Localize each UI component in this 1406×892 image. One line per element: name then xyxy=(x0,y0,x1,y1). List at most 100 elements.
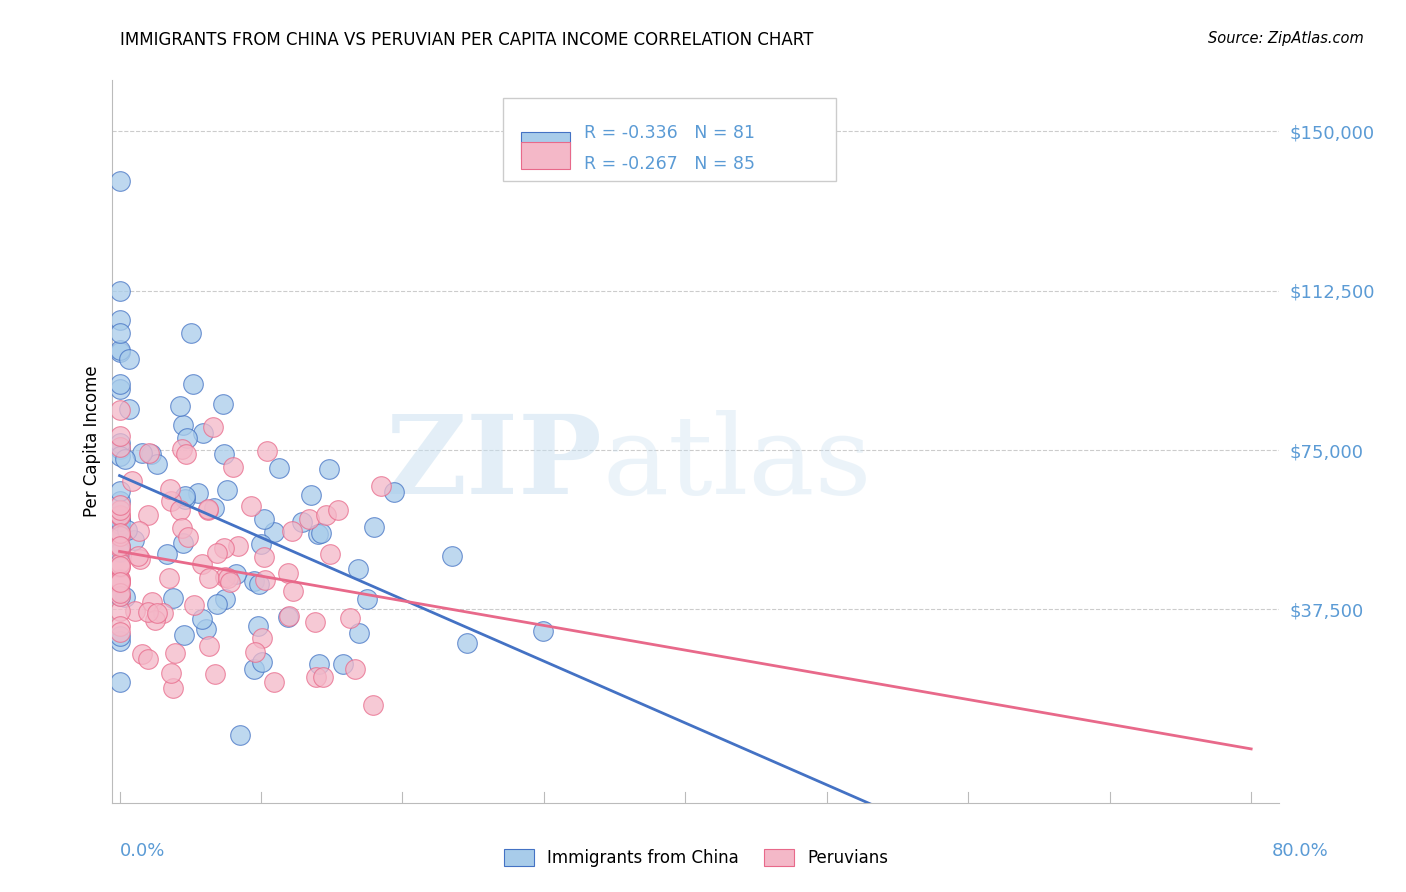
Point xyxy=(108,573,131,587)
Point xyxy=(299,488,322,502)
Point xyxy=(253,573,276,587)
Point xyxy=(124,604,146,618)
Point xyxy=(173,489,195,503)
Point xyxy=(108,589,131,603)
Point xyxy=(108,625,131,640)
Point xyxy=(243,574,266,588)
Point xyxy=(456,636,478,650)
Point xyxy=(190,612,212,626)
Point xyxy=(156,547,179,561)
Point xyxy=(117,402,139,417)
Point xyxy=(108,619,131,633)
Point xyxy=(318,462,340,476)
Point xyxy=(382,484,405,499)
Point xyxy=(108,449,131,463)
Point xyxy=(162,591,184,605)
Text: R = -0.267   N = 85: R = -0.267 N = 85 xyxy=(583,155,755,173)
Point xyxy=(332,657,354,671)
Point xyxy=(253,550,276,565)
Point xyxy=(108,174,131,188)
Point xyxy=(159,665,181,680)
Point xyxy=(159,483,181,497)
Point xyxy=(198,639,221,653)
Point xyxy=(108,483,131,498)
Point xyxy=(267,460,290,475)
Point xyxy=(138,446,160,460)
Point xyxy=(243,662,266,676)
Point xyxy=(183,599,205,613)
Point xyxy=(181,376,204,391)
Point xyxy=(108,326,131,341)
Point xyxy=(121,474,143,488)
Point xyxy=(108,512,131,526)
Point xyxy=(217,571,239,585)
Point xyxy=(108,541,131,555)
Point xyxy=(138,652,160,666)
Point xyxy=(202,420,225,434)
Point xyxy=(131,445,153,459)
Point xyxy=(347,562,370,576)
Point xyxy=(115,523,138,537)
Point xyxy=(138,605,160,619)
Point xyxy=(256,444,278,458)
Point xyxy=(205,597,228,611)
Point xyxy=(212,447,235,461)
Point xyxy=(139,446,162,460)
Text: IMMIGRANTS FROM CHINA VS PERUVIAN PER CAPITA INCOME CORRELATION CHART: IMMIGRANTS FROM CHINA VS PERUVIAN PER CA… xyxy=(120,31,813,49)
Text: R = -0.336   N = 81: R = -0.336 N = 81 xyxy=(583,124,755,142)
Point xyxy=(243,645,266,659)
Point xyxy=(315,508,337,523)
Point xyxy=(225,566,247,581)
Point xyxy=(363,520,385,534)
FancyBboxPatch shape xyxy=(520,142,569,169)
Point xyxy=(193,425,215,440)
Point xyxy=(305,670,328,684)
Point xyxy=(108,525,131,540)
Point xyxy=(170,521,193,535)
Point xyxy=(108,382,131,396)
Point xyxy=(177,530,200,544)
FancyBboxPatch shape xyxy=(503,98,837,181)
Point xyxy=(253,511,276,525)
Point xyxy=(145,457,167,471)
Point xyxy=(169,502,191,516)
Point xyxy=(214,591,236,606)
Point xyxy=(108,539,131,553)
Point xyxy=(108,574,131,589)
Point xyxy=(114,591,136,605)
Point xyxy=(215,483,238,498)
Point xyxy=(250,631,273,645)
Point xyxy=(127,549,149,564)
Point xyxy=(197,503,219,517)
Text: Source: ZipAtlas.com: Source: ZipAtlas.com xyxy=(1208,31,1364,46)
Point xyxy=(169,399,191,413)
Point xyxy=(307,527,329,541)
Point xyxy=(176,431,198,445)
Point xyxy=(108,572,131,586)
Point xyxy=(370,479,392,493)
Point xyxy=(278,608,301,623)
Point xyxy=(108,508,131,522)
Legend: Immigrants from China, Peruvians: Immigrants from China, Peruvians xyxy=(498,842,894,874)
Point xyxy=(190,558,212,572)
Point xyxy=(298,512,321,526)
Point xyxy=(108,494,131,508)
Point xyxy=(280,524,302,538)
Y-axis label: Per Capita Income: Per Capita Income xyxy=(83,366,101,517)
Point xyxy=(173,628,195,642)
Point xyxy=(117,351,139,366)
Point xyxy=(131,648,153,662)
Point xyxy=(172,535,194,549)
Text: 80.0%: 80.0% xyxy=(1272,842,1329,860)
Point xyxy=(108,514,131,528)
Point xyxy=(344,662,367,676)
Point xyxy=(319,547,342,561)
Point xyxy=(197,501,219,516)
Point xyxy=(440,549,463,563)
Point xyxy=(141,595,163,609)
Point xyxy=(152,606,174,620)
Point xyxy=(162,681,184,695)
Point xyxy=(312,670,335,684)
Point xyxy=(108,541,131,556)
Point xyxy=(108,284,131,298)
